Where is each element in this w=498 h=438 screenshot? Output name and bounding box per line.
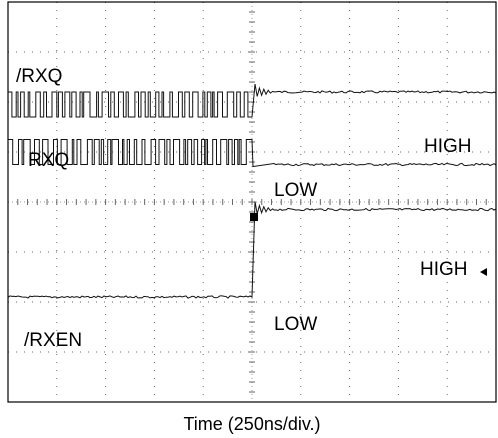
label-rxen-low: LOW: [274, 314, 317, 335]
trace-inv-rxq: [8, 83, 497, 118]
trace-rxq: [8, 139, 497, 168]
label-rxq-inverted-high: HIGH: [424, 136, 472, 157]
plot-frame: [7, 1, 497, 403]
traces: [7, 83, 497, 299]
label-rxq: RXQ: [28, 150, 69, 171]
label-rxq-low: LOW: [274, 180, 317, 201]
grid: [7, 1, 497, 403]
label-rxen-high: HIGH: [420, 259, 468, 280]
trace-inv-rxen: [7, 201, 497, 299]
x-axis-label: Time (250ns/div.): [183, 414, 320, 434]
marker-arrow-icon: [480, 268, 487, 276]
label-rxen-inverted: /RXEN: [24, 330, 82, 351]
label-rxq-inverted: /RXQ: [16, 66, 62, 87]
trigger-marker-icon: [250, 213, 258, 221]
